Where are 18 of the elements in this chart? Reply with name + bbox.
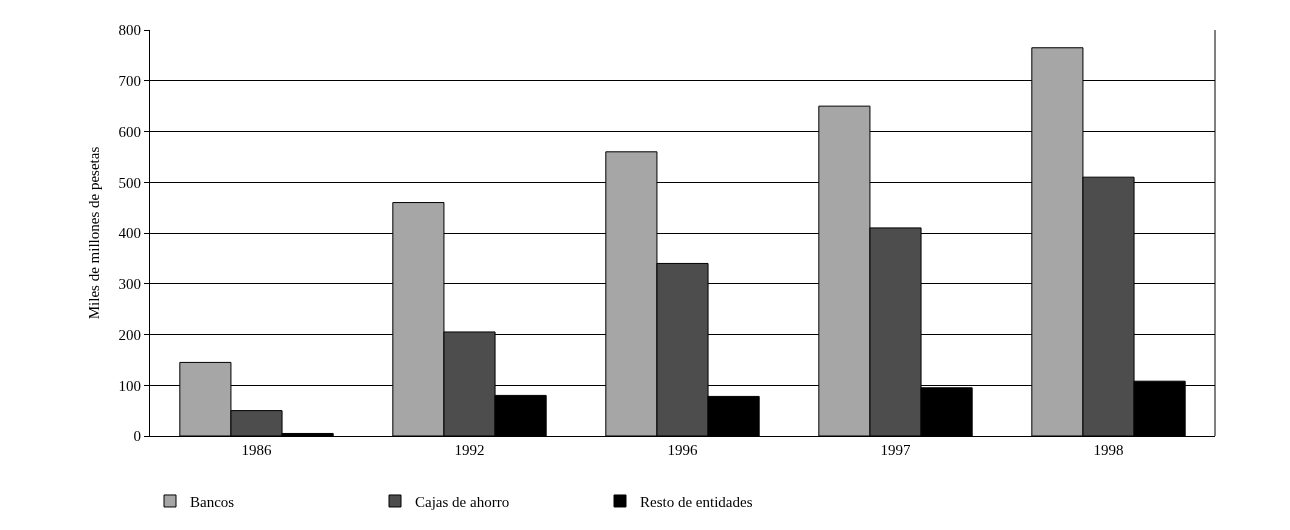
legend-label: Cajas de ahorro bbox=[415, 493, 510, 510]
y-tick-label: 0 bbox=[133, 428, 141, 445]
legend-label: Resto de entidades bbox=[640, 493, 753, 510]
y-tick-label: 700 bbox=[118, 73, 141, 89]
x-tick-label: 1996 bbox=[667, 442, 698, 458]
x-tick-label: 1992 bbox=[454, 442, 485, 458]
y-tick-label: 800 bbox=[118, 22, 141, 39]
y-tick-label: 400 bbox=[118, 225, 141, 242]
x-tick-label: 1986 bbox=[241, 442, 272, 458]
y-axis-title: Miles de millones de pesetas bbox=[85, 146, 102, 320]
y-tick-label: 100 bbox=[118, 377, 141, 394]
y-tick-label: 600 bbox=[118, 123, 141, 140]
y-tick-label: 500 bbox=[118, 174, 141, 191]
y-tick-label: 300 bbox=[118, 276, 141, 292]
x-tick-label: 1998 bbox=[1093, 442, 1124, 458]
y-tick-label: 200 bbox=[118, 326, 141, 343]
x-tick-label: 1997 bbox=[880, 442, 911, 458]
legend-label: Bancos bbox=[190, 493, 235, 510]
